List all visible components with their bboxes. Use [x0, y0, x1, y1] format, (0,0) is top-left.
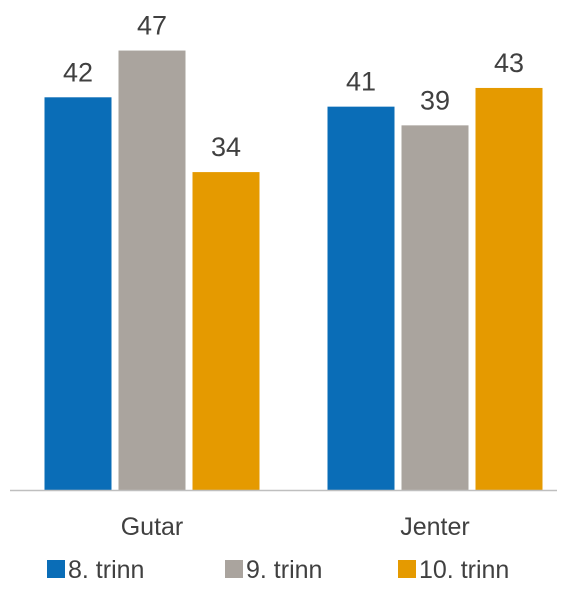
- bar-jenter-series-3: [475, 87, 543, 490]
- legend-swatch-3: [398, 560, 416, 578]
- bar-gutar-series-2: [118, 50, 186, 491]
- legend-swatch-1: [47, 560, 65, 578]
- bar-gutar-series-1: [44, 97, 112, 491]
- legend: 8. trinn 9. trinn 10. trinn: [47, 556, 509, 584]
- category-label-gutar: Gutar: [121, 513, 184, 541]
- legend-swatch-2: [225, 560, 243, 578]
- category-label-jenter: Jenter: [400, 513, 469, 541]
- value-label-gutar-series-1: 42: [63, 57, 93, 87]
- bar-gutar-series-3: [192, 172, 260, 490]
- value-label-jenter-series-2: 39: [420, 85, 450, 115]
- bars-layer: [44, 50, 543, 491]
- value-label-jenter-series-1: 41: [346, 67, 376, 97]
- bar-jenter-series-2: [401, 125, 469, 490]
- legend-label-3: 10. trinn: [419, 556, 509, 584]
- bar-jenter-series-1: [327, 106, 395, 491]
- legend-label-1: 8. trinn: [68, 556, 144, 584]
- category-labels-layer: Gutar Jenter: [121, 513, 470, 541]
- value-labels-layer: 42 47 34 41 39 43: [63, 11, 524, 163]
- legend-label-2: 9. trinn: [246, 556, 322, 584]
- value-label-gutar-series-3: 34: [211, 132, 241, 162]
- value-label-jenter-series-3: 43: [494, 48, 524, 78]
- value-label-gutar-series-2: 47: [137, 11, 167, 41]
